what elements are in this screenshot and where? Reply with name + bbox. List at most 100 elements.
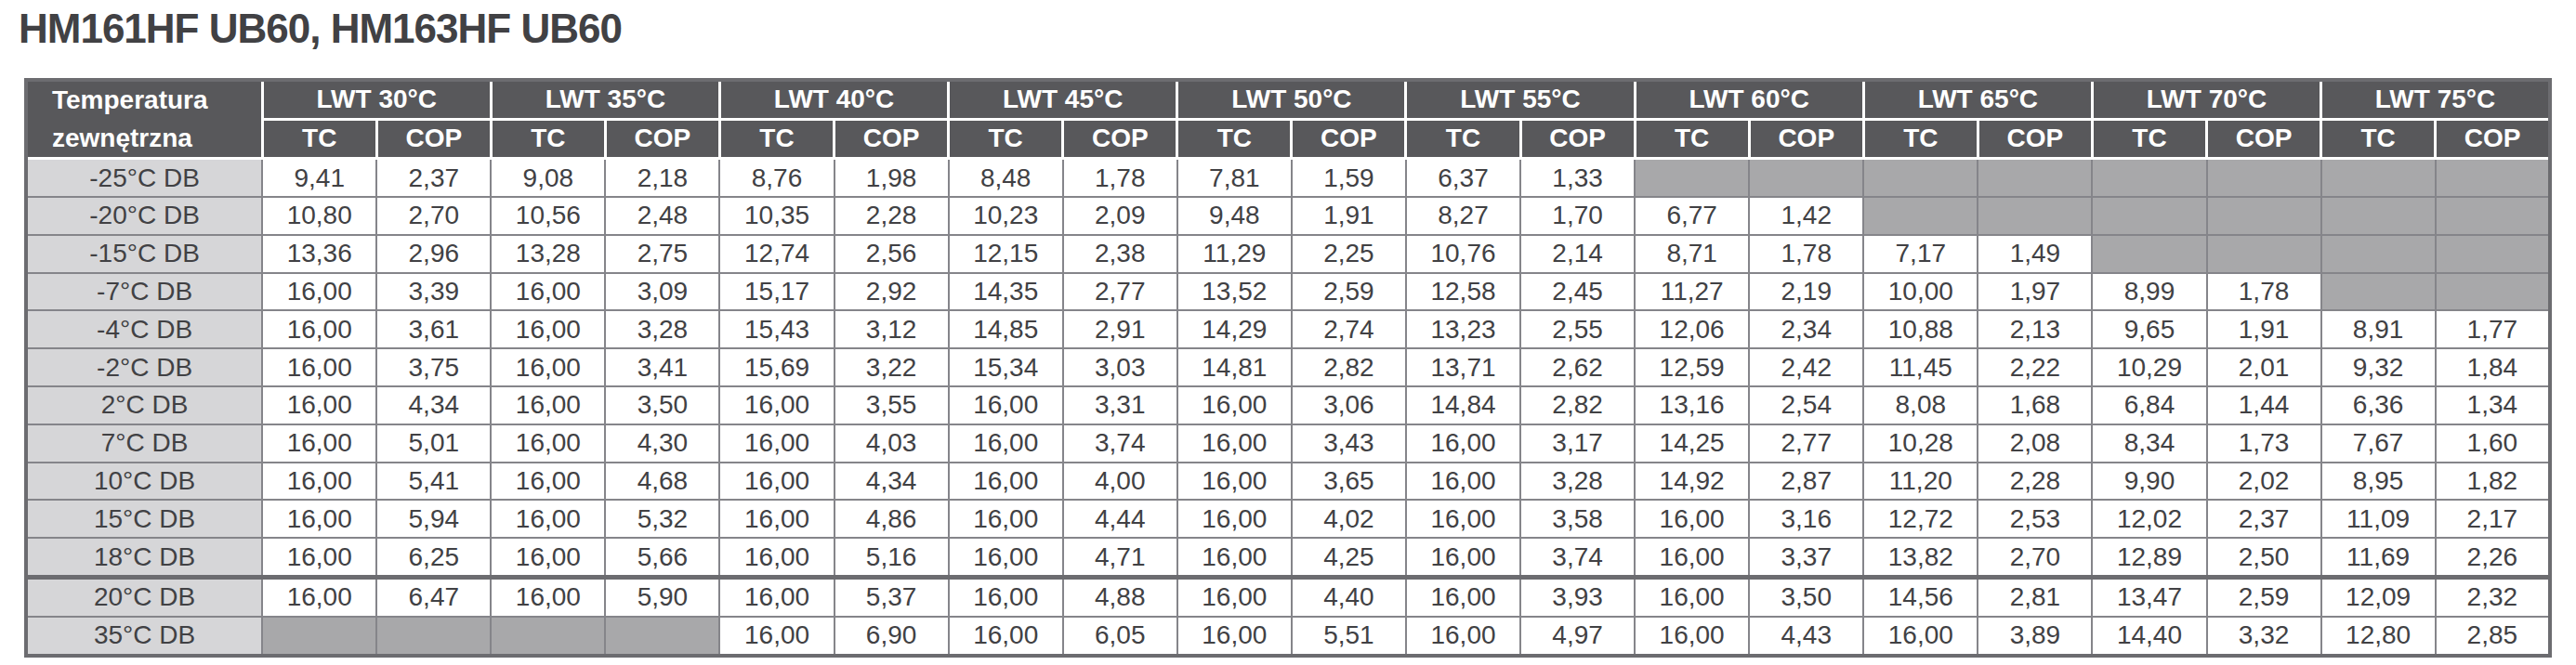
value-cell: 16,00	[491, 386, 605, 424]
table-row: 7°C DB16,005,0116,004,3016,004,0316,003,…	[26, 424, 2550, 463]
value-cell: 11,27	[1635, 273, 1749, 311]
value-cell: 1,42	[1749, 197, 1863, 235]
value-cell: 5,94	[376, 500, 491, 538]
value-cell: 14,40	[2092, 617, 2206, 656]
value-cell: 16,00	[1406, 424, 1520, 463]
group-header-0: LWT 30°C	[262, 80, 491, 119]
table-head: TemperaturazewnętrznaLWT 30°CLWT 35°CLWT…	[26, 80, 2550, 159]
value-cell: 10,29	[2092, 348, 2206, 386]
value-cell: 3,89	[1978, 617, 2092, 656]
value-cell: 10,88	[1863, 310, 1978, 348]
corner-header-temperatura-zewnetrzna: Temperaturazewnętrzna	[26, 80, 262, 159]
value-cell: 16,00	[949, 386, 1063, 424]
value-cell: 6,25	[376, 538, 491, 577]
value-cell: 10,56	[491, 197, 605, 235]
value-cell: 2,28	[1978, 463, 2092, 501]
sub-header-8-cop: COP	[2207, 119, 2321, 159]
value-cell: 16,00	[949, 463, 1063, 501]
value-cell: 2,38	[1063, 235, 1177, 273]
value-cell: 11,69	[2321, 538, 2436, 577]
sub-header-0-cop: COP	[376, 119, 491, 159]
value-cell: 2,08	[1978, 424, 2092, 463]
corner-header-line1: Temperatura	[52, 82, 261, 120]
value-cell: 11,45	[1863, 348, 1978, 386]
value-cell: 3,22	[835, 348, 949, 386]
value-cell: 1,60	[2436, 424, 2550, 463]
row-label: -7°C DB	[26, 273, 262, 311]
value-cell: 3,41	[605, 348, 719, 386]
value-cell: 4,71	[1063, 538, 1177, 577]
value-cell: 3,74	[1520, 538, 1635, 577]
value-cell: 2,09	[1063, 197, 1177, 235]
sub-header-7-tc: TC	[1863, 119, 1978, 159]
value-cell: 2,75	[605, 235, 719, 273]
value-cell: 15,34	[949, 348, 1063, 386]
value-cell: 1,82	[2436, 463, 2550, 501]
sub-header-6-tc: TC	[1635, 119, 1749, 159]
value-cell: 13,71	[1406, 348, 1520, 386]
value-cell: 2,82	[1520, 386, 1635, 424]
empty-cell	[2207, 159, 2321, 197]
value-cell: 16,00	[262, 577, 376, 616]
value-cell: 5,41	[376, 463, 491, 501]
value-cell: 5,51	[1292, 617, 1406, 656]
value-cell: 1,91	[1292, 197, 1406, 235]
sub-header-5-cop: COP	[1520, 119, 1635, 159]
value-cell: 1,70	[1520, 197, 1635, 235]
value-cell: 16,00	[491, 273, 605, 311]
value-cell: 2,37	[2207, 500, 2321, 538]
value-cell: 6,05	[1063, 617, 1177, 656]
value-cell: 8,95	[2321, 463, 2436, 501]
value-cell: 3,17	[1520, 424, 1635, 463]
empty-cell	[1863, 197, 1978, 235]
value-cell: 2,26	[2436, 538, 2550, 577]
value-cell: 8,08	[1863, 386, 1978, 424]
value-cell: 14,29	[1177, 310, 1292, 348]
value-cell: 16,00	[1635, 617, 1749, 656]
value-cell: 11,20	[1863, 463, 1978, 501]
value-cell: 9,65	[2092, 310, 2206, 348]
value-cell: 2,42	[1749, 348, 1863, 386]
value-cell: 3,50	[605, 386, 719, 424]
value-cell: 4,86	[835, 500, 949, 538]
row-label: 20°C DB	[26, 577, 262, 616]
empty-cell	[262, 617, 376, 656]
value-cell: 4,03	[835, 424, 949, 463]
value-cell: 16,00	[1406, 500, 1520, 538]
value-cell: 14,81	[1177, 348, 1292, 386]
sub-header-7-cop: COP	[1978, 119, 2092, 159]
empty-cell	[2092, 197, 2206, 235]
sub-header-2-cop: COP	[835, 119, 949, 159]
value-cell: 16,00	[491, 348, 605, 386]
value-cell: 2,77	[1063, 273, 1177, 311]
value-cell: 2,01	[2207, 348, 2321, 386]
empty-cell	[2436, 235, 2550, 273]
row-label: 7°C DB	[26, 424, 262, 463]
group-header-2: LWT 40°C	[719, 80, 948, 119]
value-cell: 14,85	[949, 310, 1063, 348]
value-cell: 16,00	[719, 538, 834, 577]
value-cell: 2,22	[1978, 348, 2092, 386]
table-row: 20°C DB16,006,4716,005,9016,005,3716,004…	[26, 577, 2550, 616]
value-cell: 16,00	[1635, 577, 1749, 616]
value-cell: 16,00	[1635, 538, 1749, 577]
value-cell: 5,01	[376, 424, 491, 463]
empty-cell	[2092, 235, 2206, 273]
sub-header-9-tc: TC	[2321, 119, 2436, 159]
value-cell: 16,00	[1863, 617, 1978, 656]
value-cell: 8,76	[719, 159, 834, 197]
value-cell: 16,00	[1406, 538, 1520, 577]
value-cell: 4,34	[376, 386, 491, 424]
value-cell: 16,00	[949, 617, 1063, 656]
row-label: -15°C DB	[26, 235, 262, 273]
value-cell: 2,53	[1978, 500, 2092, 538]
value-cell: 16,00	[1406, 617, 1520, 656]
value-cell: 16,00	[1635, 500, 1749, 538]
value-cell: 4,68	[605, 463, 719, 501]
table-row: 2°C DB16,004,3416,003,5016,003,5516,003,…	[26, 386, 2550, 424]
value-cell: 3,65	[1292, 463, 1406, 501]
empty-cell	[2321, 159, 2436, 197]
sub-header-3-tc: TC	[949, 119, 1063, 159]
value-cell: 16,00	[949, 424, 1063, 463]
value-cell: 3,75	[376, 348, 491, 386]
